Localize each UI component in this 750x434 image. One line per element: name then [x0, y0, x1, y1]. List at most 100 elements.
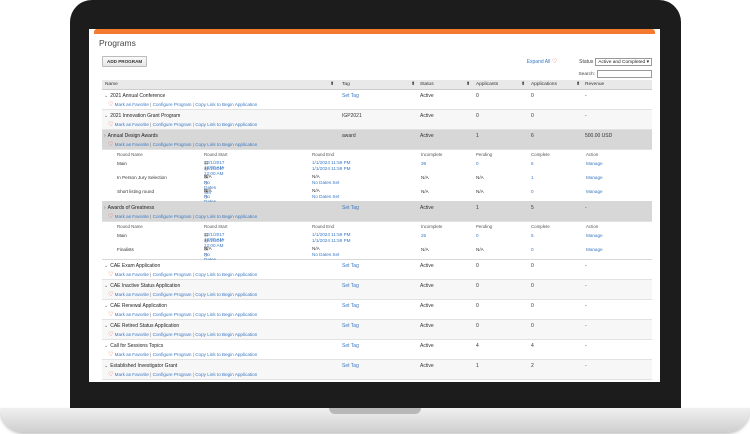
- mark-favorite-link[interactable]: Mark as Favorite: [114, 102, 149, 107]
- round-end-secondary[interactable]: 1/1/2024 11:59 PM: [312, 166, 351, 171]
- program-name[interactable]: ⌄ Established Investigator Grant: [104, 363, 177, 369]
- col-tag[interactable]: Tag: [342, 82, 350, 87]
- chevron-down-icon[interactable]: ⌄: [104, 93, 109, 99]
- program-name[interactable]: ⌄ 2021 Annual Conference: [104, 93, 165, 99]
- round-pending[interactable]: 0: [476, 161, 479, 166]
- heart-icon[interactable]: ♡: [108, 292, 114, 298]
- round-end[interactable]: 1/1/2024 11:59 PM: [312, 160, 351, 165]
- chevron-right-icon[interactable]: ›: [104, 205, 106, 211]
- program-row[interactable]: ⌄ Call for Sessions Topics ♡ Mark as Favor…: [102, 340, 652, 360]
- manage-link[interactable]: Manage: [586, 233, 603, 238]
- round-complete[interactable]: 6: [531, 161, 534, 166]
- col-applicants[interactable]: Applicants: [476, 82, 499, 87]
- program-tag[interactable]: Set Tag: [342, 93, 359, 99]
- sort-icon[interactable]: ⬍: [466, 82, 471, 87]
- copy-link[interactable]: Copy Link to Begin Application: [195, 312, 258, 317]
- configure-program-link[interactable]: Configure Program: [152, 352, 192, 357]
- round-end[interactable]: 1/1/2024 11:59 PM: [312, 232, 351, 237]
- configure-program-link[interactable]: Configure Program: [152, 312, 192, 317]
- sort-icon[interactable]: ⬍: [411, 82, 416, 87]
- col-revenue[interactable]: Revenue: [585, 82, 605, 87]
- mark-favorite-link[interactable]: Mark as Favorite: [114, 292, 149, 297]
- round-complete[interactable]: 1: [531, 175, 534, 180]
- add-program-button[interactable]: ADD PROGRAM: [102, 56, 148, 67]
- col-applications[interactable]: Applications: [531, 82, 557, 87]
- sort-icon[interactable]: ⬍: [330, 82, 335, 87]
- program-row[interactable]: ⌄ CAE Inactive Status Application ♡ Mark a…: [102, 280, 652, 300]
- configure-program-link[interactable]: Configure Program: [152, 292, 192, 297]
- configure-program-link[interactable]: Configure Program: [152, 372, 192, 377]
- chevron-down-icon[interactable]: ⌄: [104, 343, 109, 349]
- chevron-down-icon[interactable]: ⌄: [104, 303, 109, 309]
- mark-favorite-link[interactable]: Mark as Favorite: [114, 352, 149, 357]
- round-complete[interactable]: 0: [531, 247, 534, 252]
- chevron-down-icon[interactable]: ⌄: [104, 283, 109, 289]
- configure-program-link[interactable]: Configure Program: [152, 122, 192, 127]
- heart-icon[interactable]: ♡: [108, 142, 114, 148]
- mark-favorite-link[interactable]: Mark as Favorite: [114, 214, 149, 219]
- mark-favorite-link[interactable]: Mark as Favorite: [114, 122, 149, 127]
- configure-program-link[interactable]: Configure Program: [152, 142, 192, 147]
- program-row[interactable]: › Awards of Greatness ♡ Mark as Favorite |…: [102, 202, 652, 222]
- program-tag[interactable]: Set Tag: [342, 343, 359, 349]
- copy-link[interactable]: Copy Link to Begin Application: [195, 102, 258, 107]
- program-tag[interactable]: Set Tag: [342, 303, 359, 309]
- mark-favorite-link[interactable]: Mark as Favorite: [114, 272, 149, 277]
- configure-program-link[interactable]: Configure Program: [152, 332, 192, 337]
- program-tag[interactable]: Set Tag: [342, 363, 359, 369]
- program-name[interactable]: ⌄ CAE Renewal Application: [104, 303, 167, 309]
- copy-link[interactable]: Copy Link to Begin Application: [195, 372, 258, 377]
- program-name[interactable]: ⌄ CAE Exam Application: [104, 263, 160, 269]
- col-name[interactable]: Name: [105, 82, 118, 87]
- chevron-right-icon[interactable]: ›: [104, 133, 106, 139]
- expand-all-link[interactable]: Expand All ♡: [527, 58, 557, 65]
- program-row[interactable]: ⌄ CAE Renewal Application ♡ Mark as Favori…: [102, 300, 652, 320]
- program-name[interactable]: › Annual Design Awards: [104, 133, 158, 139]
- copy-link[interactable]: Copy Link to Begin Application: [195, 272, 258, 277]
- program-row[interactable]: ⌄ Established Investigator Grant ♡ Mark as…: [102, 360, 652, 380]
- mark-favorite-link[interactable]: Mark as Favorite: [114, 142, 149, 147]
- program-tag[interactable]: Set Tag: [342, 323, 359, 329]
- heart-icon[interactable]: ♡: [108, 272, 114, 278]
- round-end-secondary[interactable]: No Dates Set: [312, 180, 340, 185]
- copy-link[interactable]: Copy Link to Begin Application: [195, 142, 258, 147]
- heart-icon[interactable]: ♡: [108, 332, 114, 338]
- manage-link[interactable]: Manage: [586, 175, 603, 180]
- copy-link[interactable]: Copy Link to Begin Application: [195, 352, 258, 357]
- sort-icon[interactable]: ⬍: [521, 82, 526, 87]
- mark-favorite-link[interactable]: Mark as Favorite: [114, 372, 149, 377]
- manage-link[interactable]: Manage: [586, 161, 603, 166]
- sort-icon[interactable]: ⬍: [576, 82, 581, 87]
- round-pending[interactable]: 0: [476, 233, 479, 238]
- manage-link[interactable]: Manage: [586, 247, 603, 252]
- col-status[interactable]: Status: [420, 82, 434, 87]
- program-row[interactable]: ⌄ 2021 Innovation Grant Program ♡ Mark as …: [102, 110, 652, 130]
- program-name[interactable]: › Awards of Greatness: [104, 205, 154, 211]
- program-name[interactable]: ⌄ CAE Inactive Status Application: [104, 283, 180, 289]
- program-tag[interactable]: Set Tag: [342, 205, 359, 211]
- heart-icon[interactable]: ♡: [108, 214, 114, 220]
- heart-icon[interactable]: ♡: [108, 312, 114, 318]
- search-input[interactable]: [597, 70, 652, 78]
- status-filter-select[interactable]: Active and Completed ▾: [595, 57, 652, 66]
- program-row[interactable]: ⌄ CAE Exam Application ♡ Mark as Favorite …: [102, 260, 652, 280]
- round-end-secondary[interactable]: No Dates Set: [312, 252, 340, 257]
- program-tag[interactable]: Set Tag: [342, 283, 359, 289]
- program-tag[interactable]: Set Tag: [342, 263, 359, 269]
- chevron-down-icon[interactable]: ⌄: [104, 363, 109, 369]
- round-end-secondary[interactable]: 1/1/2024 11:59 PM: [312, 238, 351, 243]
- round-incomplete[interactable]: 39: [421, 161, 427, 166]
- program-name[interactable]: ⌄ 2021 Innovation Grant Program: [104, 113, 180, 119]
- configure-program-link[interactable]: Configure Program: [152, 272, 192, 277]
- mark-favorite-link[interactable]: Mark as Favorite: [114, 332, 149, 337]
- chevron-down-icon[interactable]: ⌄: [104, 323, 109, 329]
- heart-icon[interactable]: ♡: [108, 372, 114, 378]
- copy-link[interactable]: Copy Link to Begin Application: [195, 332, 258, 337]
- copy-link[interactable]: Copy Link to Begin Application: [195, 292, 258, 297]
- heart-icon[interactable]: ♡: [108, 352, 114, 358]
- round-incomplete[interactable]: 25: [421, 233, 427, 238]
- program-row[interactable]: ⌄ 2021 Annual Conference ♡ Mark as Favorit…: [102, 90, 652, 110]
- chevron-down-icon[interactable]: ⌄: [104, 113, 109, 119]
- copy-link[interactable]: Copy Link to Begin Application: [195, 122, 258, 127]
- configure-program-link[interactable]: Configure Program: [152, 102, 192, 107]
